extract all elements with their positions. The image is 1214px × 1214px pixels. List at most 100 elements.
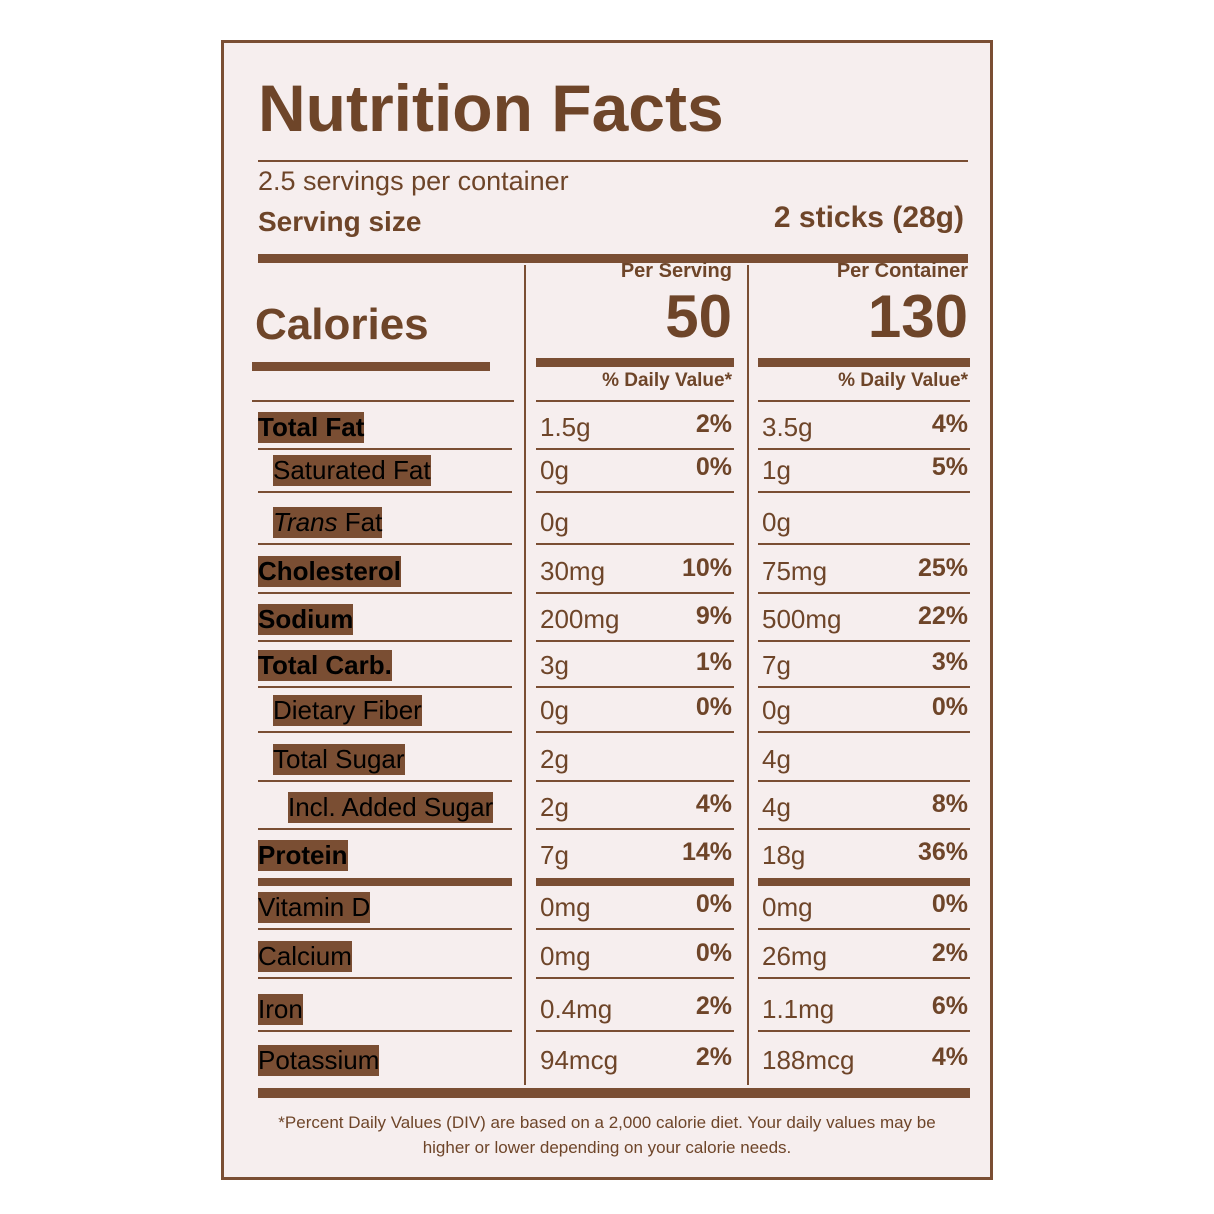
- amount: 188mcg: [762, 1045, 855, 1075]
- amount: 3g: [540, 650, 569, 680]
- row-rule: [758, 640, 970, 642]
- amount: 0mg: [762, 892, 813, 922]
- column-header: Per Serving: [620, 260, 732, 282]
- amount: 0mg: [540, 941, 591, 971]
- thick-rule: [252, 400, 514, 402]
- row-rule: [258, 928, 512, 930]
- daily-value: 10%: [681, 554, 732, 582]
- row-rule: [258, 828, 512, 830]
- amount: 1g: [762, 455, 791, 485]
- row-rule: [536, 1030, 734, 1032]
- amount: 4g: [762, 744, 791, 774]
- amount: 3.5g: [762, 412, 813, 442]
- row-label-text: Potassium: [258, 1045, 380, 1075]
- row-label: Potassium: [258, 1045, 380, 1076]
- row-rule: [758, 592, 970, 594]
- row-rule: [258, 491, 512, 493]
- dv-header: % Daily Value*: [838, 370, 968, 391]
- daily-value: 6%: [931, 992, 968, 1020]
- amount: 94mcg: [540, 1045, 619, 1075]
- row-label: Iron: [258, 994, 303, 1025]
- serving-size-value: 2 sticks (28g): [773, 201, 964, 234]
- row-rule: [536, 828, 734, 830]
- daily-value: 0%: [695, 939, 732, 967]
- row-rule: [758, 780, 970, 782]
- daily-value: 0%: [931, 890, 968, 918]
- row-rule: [758, 491, 970, 493]
- row-rule: [758, 543, 970, 545]
- row-label-text: Incl. Added Sugar: [288, 792, 494, 822]
- thick-rule: [536, 358, 734, 367]
- row-rule: [536, 928, 734, 930]
- row-label-text: Sodium: [258, 604, 354, 634]
- column-calories: 130: [867, 283, 968, 350]
- row-label-text: Vitamin D: [258, 892, 371, 922]
- row-label: Total Carb.: [258, 650, 392, 681]
- row-label: Total Fat: [258, 412, 365, 443]
- amount: 18g: [762, 840, 806, 870]
- row-label: Sodium: [258, 604, 354, 635]
- row-label-text: Protein: [258, 840, 348, 870]
- rule: [258, 160, 968, 162]
- dv-header: % Daily Value*: [602, 370, 732, 391]
- row-rule: [758, 977, 970, 979]
- row-rule: [258, 1030, 512, 1032]
- daily-value: 25%: [917, 554, 968, 582]
- daily-value: 4%: [695, 790, 732, 818]
- amount: 4g: [762, 792, 791, 822]
- thick-rule: [252, 362, 490, 371]
- amount: 1.5g: [540, 412, 591, 442]
- row-label: Incl. Added Sugar: [288, 792, 494, 823]
- amount: 0mg: [540, 892, 591, 922]
- row-rule: [758, 686, 970, 688]
- amount: 2g: [540, 792, 569, 822]
- row-rule: [258, 543, 512, 545]
- daily-value: 0%: [695, 890, 732, 918]
- daily-value: 2%: [695, 992, 732, 1020]
- daily-value: 4%: [931, 410, 968, 438]
- row-label-text: Fat: [344, 507, 383, 537]
- row-label-text: Cholesterol: [258, 556, 402, 586]
- daily-value: 0%: [695, 453, 732, 481]
- row-rule: [758, 731, 970, 733]
- column-calories: 50: [665, 283, 732, 350]
- row-rule: [536, 780, 734, 782]
- row-rule: [258, 592, 512, 594]
- row-rule: [258, 878, 512, 886]
- row-rule: [258, 731, 512, 733]
- column-divider: [747, 265, 749, 1085]
- row-label-text: Total Sugar: [273, 744, 405, 774]
- row-rule: [758, 448, 970, 450]
- daily-value: 0%: [695, 693, 732, 721]
- row-label-italic: Trans: [273, 507, 338, 537]
- amount: 200mg: [540, 604, 620, 634]
- row-rule: [536, 640, 734, 642]
- row-rule: [536, 543, 734, 545]
- amount: 0g: [762, 695, 791, 725]
- amount: 0g: [540, 455, 569, 485]
- daily-value: 2%: [695, 410, 732, 438]
- row-rule: [758, 828, 970, 830]
- daily-value: 4%: [931, 1043, 968, 1071]
- row-label: Saturated Fat: [273, 455, 431, 486]
- amount: 1.1mg: [762, 994, 835, 1024]
- thick-rule: [758, 358, 970, 367]
- daily-value: 14%: [681, 838, 732, 866]
- daily-value: 5%: [931, 453, 968, 481]
- daily-value: 1%: [695, 648, 732, 676]
- row-rule: [258, 640, 512, 642]
- row-rule: [258, 448, 512, 450]
- title: Nutrition Facts: [258, 71, 724, 145]
- servings: 2.5 servings per container: [258, 166, 569, 196]
- column-header: Per Container: [836, 260, 968, 282]
- amount: 0g: [762, 507, 791, 537]
- row-rule: [536, 686, 734, 688]
- amount: 2g: [540, 744, 569, 774]
- row-rule: [758, 928, 970, 930]
- amount: 0g: [540, 695, 569, 725]
- daily-value: 9%: [695, 602, 732, 630]
- thick-rule: [258, 1088, 970, 1098]
- row-label: Trans Fat: [273, 507, 383, 538]
- row-label-text: Total Fat: [258, 412, 365, 442]
